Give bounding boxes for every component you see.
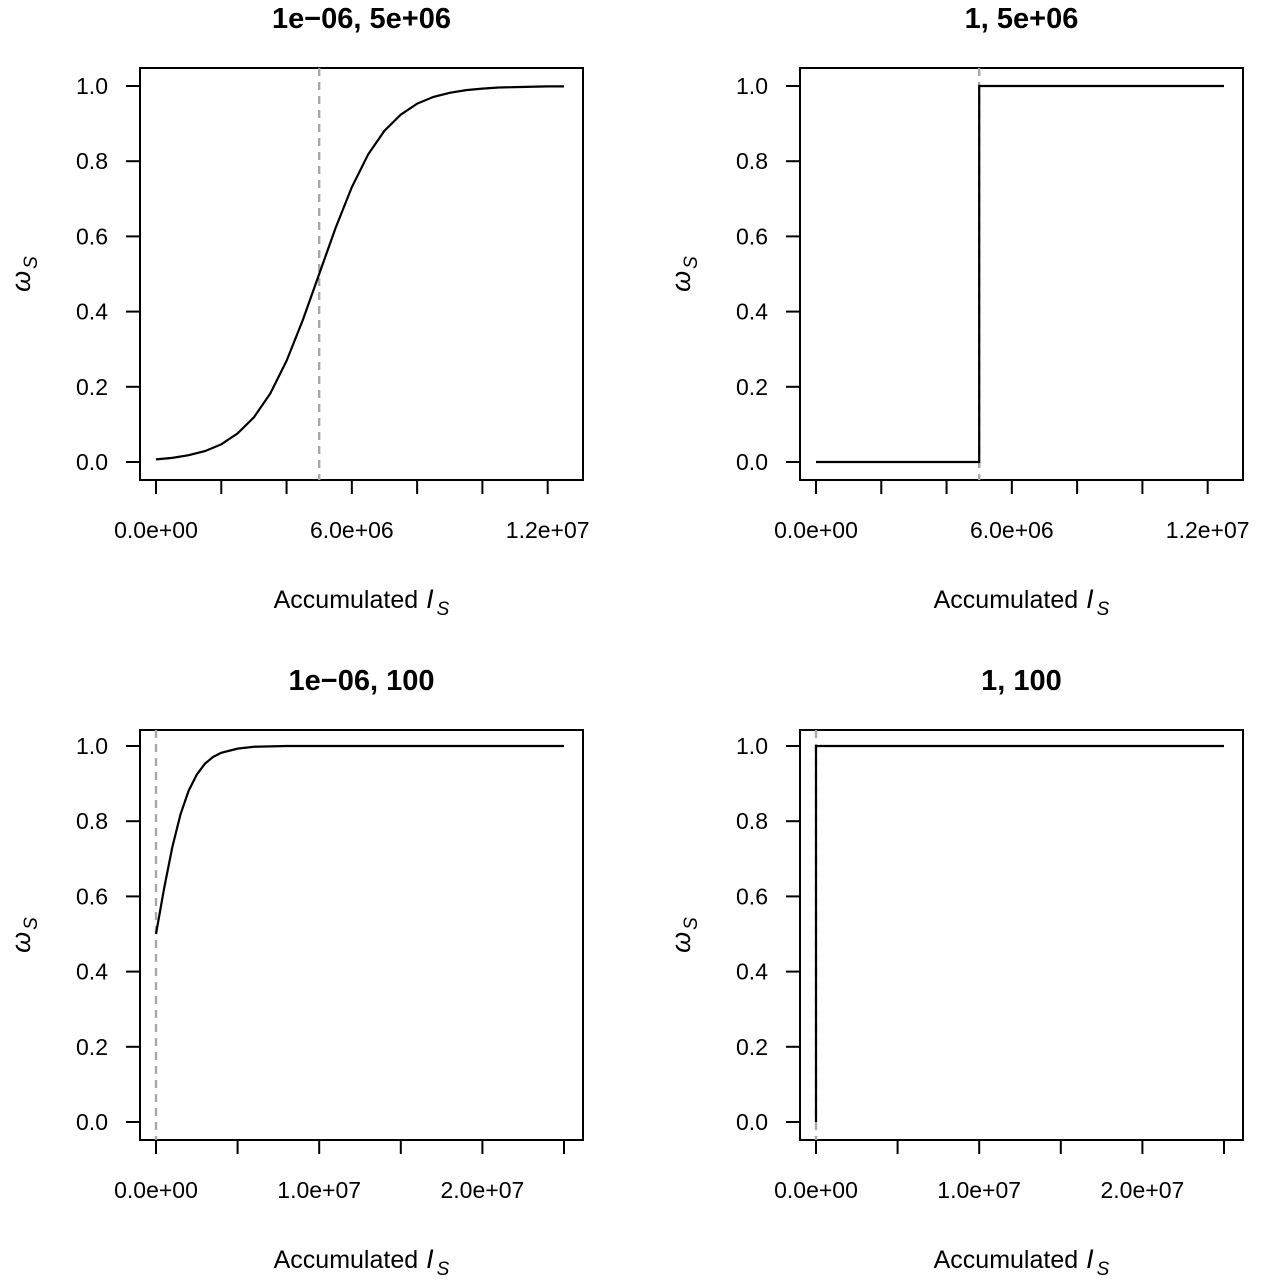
x-tick-label: 0.0e+00 [774,1177,858,1203]
x-axis-label-text: Accumulated [934,586,1079,614]
panel-1: 1e−06, 5e+06 0.0e+00 6.0e+06 1.2e+07 0.0 0.2 0… [6,3,590,620]
x-axis-label: Accumulated I S [934,1244,1110,1280]
y-tick-label: 0.6 [736,883,768,909]
x-tick-label: 2.0e+07 [441,1177,525,1203]
y-axis-label-subscript: S [681,917,702,930]
x-axis-label-subscript: S [1097,1259,1110,1280]
x-axis-label-text: Accumulated [274,1246,419,1274]
y-tick-label: 0.4 [736,959,768,985]
x-axis-label-symbol: I [426,1244,434,1274]
y-tick-label: 0.2 [76,1034,108,1060]
x-tick-label: 1.2e+07 [506,517,590,543]
y-tick-label: 0.8 [76,148,108,174]
plot-frame [799,729,1244,1141]
y-tick-label: 0.2 [736,1034,768,1060]
y-tick-label: 1.0 [76,733,108,759]
y-tick-label: 0.2 [736,374,768,400]
x-axis-label-text: Accumulated [274,586,419,614]
panel-title: 1e−06, 5e+06 [272,3,451,35]
y-axis-label: ωS [6,256,42,292]
x-tick-label: 0.0e+00 [114,517,198,543]
series-line [814,744,1224,1122]
panel-title: 1, 5e+06 [965,3,1079,35]
y-axis-label: ωS [666,256,702,292]
y-tick-label: 0.8 [736,808,768,834]
y-tick-label: 0.0 [736,1109,768,1135]
y-tick-label: 1.0 [736,73,768,99]
y-axis-label-symbol: ω [6,932,36,953]
y-axis-label-symbol: ω [666,271,696,292]
y-axis-label-subscript: S [21,256,42,269]
y-tick-label: 0.6 [736,223,768,249]
x-tick-label: 6.0e+06 [310,517,394,543]
panel-2: 1, 5e+06 0.0e+00 6.0e+06 1.2e+07 0.0 0.2 0.4 0.… [666,3,1250,620]
y-axis-label-symbol: ω [6,271,36,292]
series-line [154,744,564,935]
y-axis-label-subscript: S [21,917,42,930]
y-tick-label: 0.4 [736,299,768,325]
x-axis-label: Accumulated I S [274,584,450,620]
x-tick-label: 1.0e+07 [937,1177,1021,1203]
plot-frame [139,67,584,481]
y-tick-label: 0.0 [736,449,768,475]
x-tick-label: 6.0e+06 [970,517,1054,543]
panel-3: 1e−06, 100 0.0e+00 1.0e+07 2.0e+07 0.0 0.2 0.4… [6,665,584,1280]
y-tick-label: 0.2 [76,374,108,400]
x-axis-label-symbol: I [426,584,434,614]
panel-title: 1, 100 [981,665,1062,697]
plot-frame [139,729,584,1141]
panel-title: 1e−06, 100 [289,665,435,697]
plot-frame [799,67,1244,481]
panel-4: 1, 100 0.0e+00 1.0e+07 2.0e+07 0.0 0.2 0.4 0.6 0… [666,665,1244,1280]
y-tick-label: 0.0 [76,449,108,475]
y-tick-label: 0.0 [76,1109,108,1135]
series-line [155,85,564,461]
x-tick-label: 0.0e+00 [114,1177,198,1203]
x-axis-label-symbol: I [1086,1244,1094,1274]
y-axis-label: ωS [6,917,42,953]
x-axis-label-subscript: S [437,599,450,620]
x-tick-label: 0.0e+00 [774,517,858,543]
y-axis-label: ωS [666,917,702,953]
x-tick-label: 1.0e+07 [277,1177,361,1203]
y-tick-label: 1.0 [76,73,108,99]
x-axis-label-symbol: I [1086,584,1094,614]
y-tick-label: 0.6 [76,883,108,909]
y-tick-label: 0.8 [76,808,108,834]
y-tick-label: 0.8 [736,148,768,174]
y-tick-label: 0.6 [76,223,108,249]
y-tick-label: 0.4 [76,959,108,985]
x-axis-label-subscript: S [437,1259,450,1280]
x-axis-label-text: Accumulated [934,1246,1079,1274]
y-axis-label-symbol: ω [666,932,696,953]
y-axis-label-subscript: S [681,256,702,269]
y-tick-label: 0.4 [76,299,108,325]
x-axis-label-subscript: S [1097,599,1110,620]
x-axis-label: Accumulated I S [274,1244,450,1280]
x-tick-label: 1.2e+07 [1166,517,1250,543]
x-tick-label: 2.0e+07 [1101,1177,1185,1203]
x-axis-label: Accumulated I S [934,584,1110,620]
series-line [816,84,1224,464]
y-tick-label: 1.0 [736,733,768,759]
